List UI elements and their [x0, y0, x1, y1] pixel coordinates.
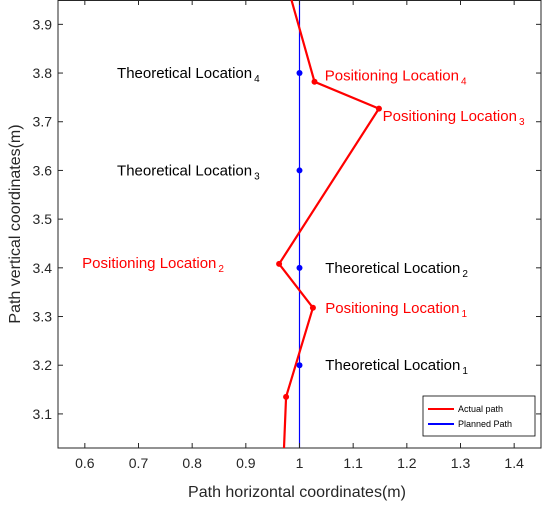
y-axis-label: Path vertical coordinates(m) — [7, 124, 24, 323]
actual-path-point — [309, 304, 316, 311]
annotation-label: Theoretical Location 2 — [325, 260, 468, 280]
y-tick-label: 3.9 — [33, 16, 53, 32]
annotation-label: Theoretical Location 4 — [117, 65, 260, 85]
tick-layer: 0.6 0.7 0.8 0.9 1 1.1 1.2 1.3 1.4 3.1 3.2 3.3 3.4 3.5… — [33, 0, 541, 471]
x-tick-label: 1.2 — [397, 455, 417, 471]
y-tick-label: 3.8 — [33, 65, 53, 81]
y-tick-label: 3.5 — [33, 211, 53, 227]
legend-box — [422, 395, 536, 437]
annotation-layer: Theoretical Location 4 Positioning Locatio… — [82, 65, 525, 377]
x-tick-label: 1.3 — [451, 455, 471, 471]
x-tick-label: 1.1 — [343, 455, 363, 471]
y-tick-label: 3.3 — [33, 309, 53, 325]
y-tick-label: 3.7 — [33, 114, 53, 130]
y-tick-label: 3.2 — [33, 357, 53, 373]
annotation-label: Positioning Location 4 — [325, 67, 467, 87]
actual-path-point — [276, 260, 283, 267]
annotation-label: Positioning Location 1 — [325, 300, 467, 320]
x-tick-label: 0.9 — [236, 455, 256, 471]
x-tick-label: 0.6 — [75, 455, 95, 471]
actual-path-point — [311, 78, 318, 85]
planned-path-point — [296, 264, 303, 271]
x-axis-label: Path horizontal coordinates(m) — [188, 484, 406, 501]
planned-path-point — [296, 362, 303, 369]
x-tick-label: 1 — [296, 455, 304, 471]
legend-actual-label: Actual path — [458, 404, 503, 414]
annotation-label: Positioning Location 3 — [383, 108, 525, 128]
x-tick-label: 0.7 — [129, 455, 149, 471]
x-tick-label: 1.4 — [504, 455, 524, 471]
y-tick-label: 3.1 — [33, 406, 53, 422]
actual-path-point — [283, 393, 290, 400]
planned-path-point — [296, 70, 303, 77]
planned-path-point — [296, 167, 303, 174]
series-group — [276, 0, 382, 448]
annotation-label: Theoretical Location 3 — [117, 162, 260, 182]
actual-path-point — [375, 105, 382, 112]
series-layer — [276, 0, 382, 448]
y-tick-label: 3.6 — [33, 162, 53, 178]
y-tick-label: 3.4 — [33, 260, 53, 276]
annotation-label: Theoretical Location 1 — [325, 357, 468, 377]
x-tick-label: 0.8 — [182, 455, 202, 471]
legend-planned-label: Planned Path — [458, 419, 512, 429]
legend: Actual path Planned Path — [422, 395, 536, 437]
annotation-label: Positioning Location 2 — [82, 255, 224, 275]
